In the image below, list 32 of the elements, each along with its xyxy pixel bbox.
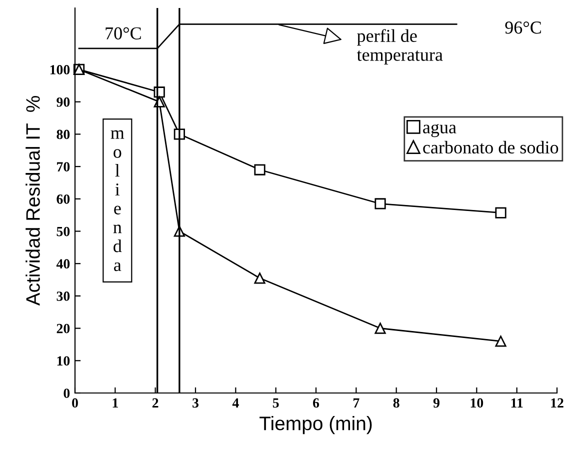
x-tick-label: 5 [272,398,279,408]
y-tick-label: 20 [56,324,70,334]
y-tick-label: 10 [57,356,70,366]
x-tick-label: 1 [112,398,118,408]
y-tick-label: 90 [56,97,70,107]
y-tick-label: 40 [56,259,70,269]
y-axis-title: Actividad Residual IT % [26,96,40,306]
y-tick-label: 50 [56,226,70,236]
x-tick-label: 7 [353,398,360,408]
y-tick-label: 30 [56,292,70,301]
y-tick-label: 100 [50,65,70,74]
legend-label: carbonato de sodio [423,140,558,154]
x-tick-label: 10 [470,398,484,408]
annotation: 70°C [106,27,141,40]
y-tick-label: 60 [56,194,70,204]
y-tick-label: 80 [56,130,70,140]
y-tick-label: 0 [64,388,70,398]
x-tick-label: 0 [72,398,78,408]
x-tick-label: 4 [232,398,239,408]
x-axis-title: Tiempo (min) [260,416,372,434]
legend-label: perfil de temperatura [356,29,443,65]
x-tick-label: 6 [313,398,320,408]
annotation: molienda [110,130,124,272]
x-tick-label: 9 [433,398,440,408]
legend-label: agua [423,124,456,138]
x-tick-label: 8 [393,398,400,408]
annotation: 96°C [505,22,541,34]
x-tick-label: 2 [152,398,158,408]
x-tick-label: 11 [511,398,523,408]
x-tick-label: 12 [551,398,564,408]
y-tick-label: 70 [57,162,70,172]
x-tick-label: 3 [192,398,198,408]
